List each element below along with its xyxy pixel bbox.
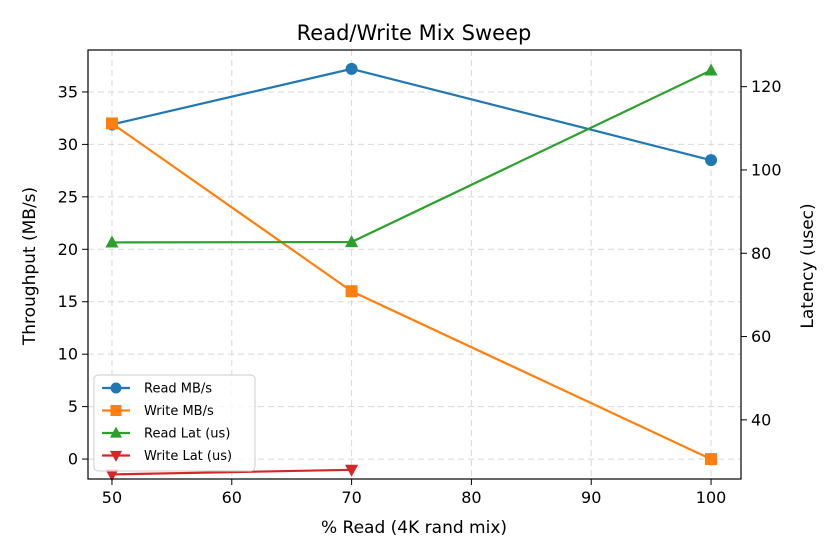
legend-item: Read Lat (us) bbox=[102, 427, 230, 442]
series-2 bbox=[105, 63, 718, 248]
data-point bbox=[105, 117, 118, 130]
y2-tick-label: 80 bbox=[751, 244, 771, 263]
x-tick-label: 80 bbox=[461, 488, 481, 507]
data-point bbox=[345, 285, 358, 298]
y2-tick-label: 120 bbox=[751, 77, 782, 96]
legend-label: Read Lat (us) bbox=[144, 427, 230, 442]
y-axis-label: Throughput (MB/s) bbox=[20, 187, 40, 346]
legend-item: Read MB/s bbox=[102, 382, 212, 397]
series-line bbox=[111, 468, 352, 476]
y2-tick-label: 100 bbox=[751, 160, 782, 179]
data-point bbox=[105, 469, 119, 482]
data-point bbox=[345, 62, 358, 75]
legend-label: Write MB/s bbox=[144, 404, 214, 419]
y-tick-label: 5 bbox=[68, 397, 78, 416]
y2-tick-label: 60 bbox=[751, 327, 771, 346]
y-tick-label: 10 bbox=[58, 345, 78, 364]
x-tick-label: 90 bbox=[581, 488, 601, 507]
x-axis-label: % Read (4K rand mix) bbox=[321, 518, 507, 538]
y2-tick-label: 40 bbox=[751, 410, 771, 429]
legend-swatch-marker bbox=[110, 405, 122, 416]
y-tick-label: 35 bbox=[58, 82, 78, 101]
x-tick-label: 60 bbox=[222, 488, 242, 507]
y-tick-label: 30 bbox=[58, 135, 78, 154]
grid bbox=[88, 50, 741, 479]
legend-swatch-marker bbox=[109, 450, 123, 462]
legend-swatch-marker bbox=[110, 382, 122, 394]
x-tick-label: 50 bbox=[102, 488, 122, 507]
legend: Read MB/s Write MB/s Read Lat (us) Write La… bbox=[93, 374, 256, 472]
axes: 50 60 70 80 90 100 0 5 10 15 20 25 30 35 40 60 80 100 120 bbox=[58, 77, 782, 507]
legend-label: Write Lat (us) bbox=[144, 449, 232, 464]
series-layer bbox=[105, 62, 718, 482]
x-tick-label: 100 bbox=[696, 488, 727, 507]
data-point bbox=[704, 63, 718, 76]
y2-axis-label: Latency (usec) bbox=[798, 203, 818, 328]
series-3 bbox=[105, 464, 359, 482]
plot-frame bbox=[87, 49, 742, 480]
legend-label: Read MB/s bbox=[144, 382, 212, 397]
chart-title: Read/Write Mix Sweep bbox=[297, 21, 532, 45]
data-point bbox=[344, 464, 359, 477]
series-1 bbox=[105, 117, 718, 466]
data-point bbox=[105, 235, 119, 248]
legend-item: Write MB/s bbox=[102, 404, 214, 419]
legend-swatch-marker bbox=[109, 426, 123, 438]
data-point bbox=[705, 154, 718, 167]
y-tick-label: 15 bbox=[58, 292, 78, 311]
y-tick-label: 25 bbox=[58, 187, 78, 206]
x-tick-label: 70 bbox=[341, 488, 361, 507]
data-point bbox=[705, 453, 718, 466]
data-point bbox=[344, 235, 359, 248]
legend-box bbox=[93, 374, 256, 472]
y-tick-label: 20 bbox=[58, 240, 78, 259]
y-tick-label: 0 bbox=[68, 450, 78, 469]
legend-item: Write Lat (us) bbox=[102, 449, 232, 464]
